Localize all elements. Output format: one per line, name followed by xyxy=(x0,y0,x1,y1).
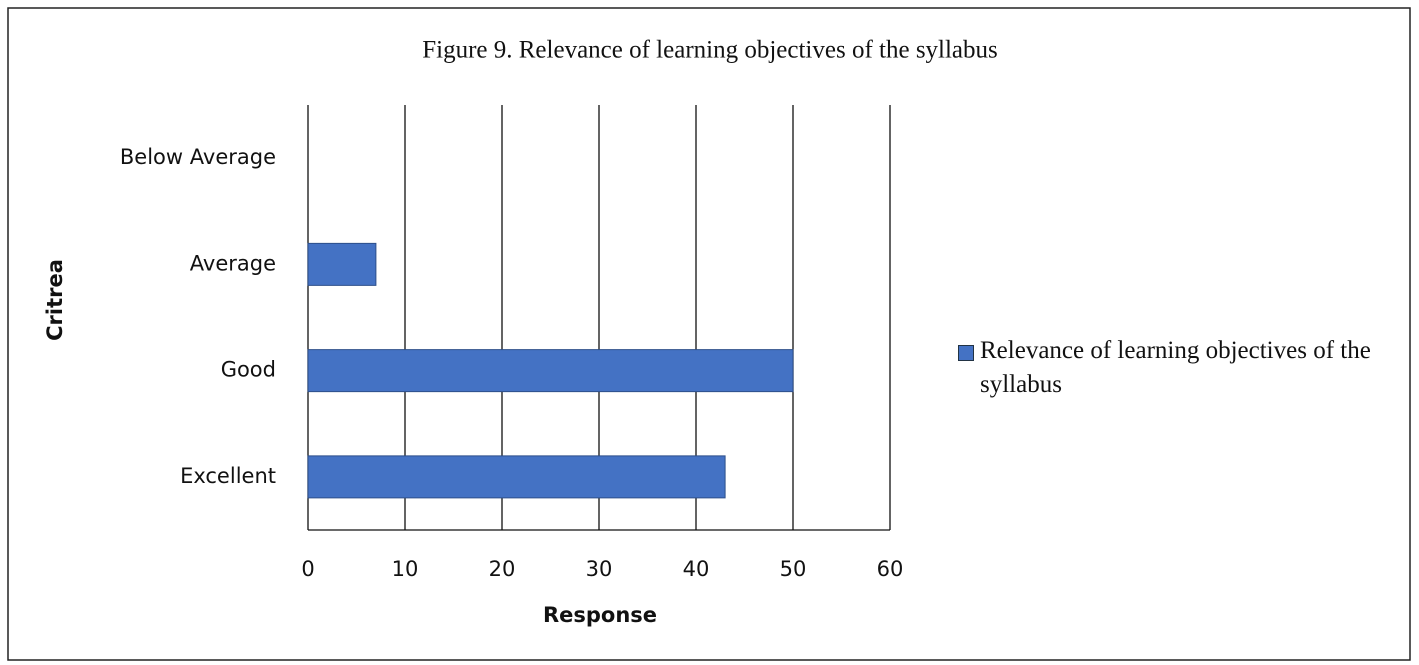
bar xyxy=(307,349,794,393)
legend-label: Relevance of learning objectives of the … xyxy=(980,337,1371,398)
x-tick-label: 0 xyxy=(301,557,314,581)
bar xyxy=(307,455,726,499)
bar xyxy=(307,242,377,286)
frame xyxy=(7,7,1411,661)
x-tick-label: 50 xyxy=(780,557,807,581)
y-tick-label: Good xyxy=(221,358,276,382)
x-axis-title: Response xyxy=(543,603,657,627)
y-axis-title: Critrea xyxy=(43,259,67,341)
legend: Relevance of learning objectives of the … xyxy=(958,334,1398,402)
legend-swatch xyxy=(958,345,974,361)
x-tick-label: 60 xyxy=(877,557,904,581)
x-tick-label: 10 xyxy=(392,557,419,581)
x-tick-label: 20 xyxy=(489,557,516,581)
y-tick-label: Average xyxy=(190,251,276,275)
x-tick-label: 40 xyxy=(683,557,710,581)
chart-title: Figure 9. Relevance of learning objectiv… xyxy=(422,37,998,64)
y-tick-label: Below Average xyxy=(120,145,276,169)
x-tick-label: 30 xyxy=(586,557,613,581)
y-tick-label: Excellent xyxy=(180,464,276,488)
